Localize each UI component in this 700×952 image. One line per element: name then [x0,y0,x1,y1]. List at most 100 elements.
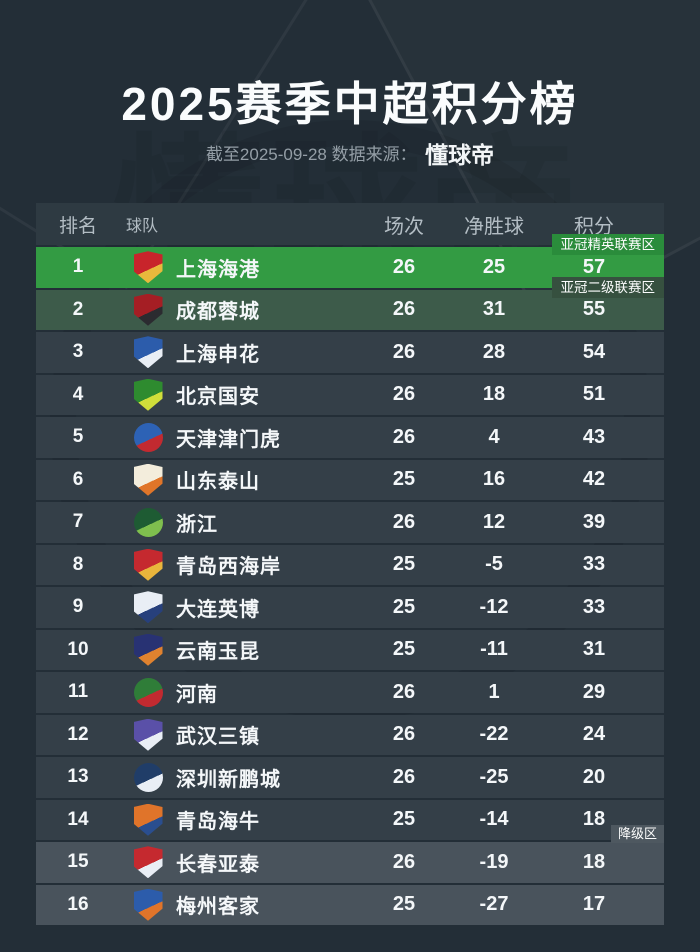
goal-diff-cell: -12 [479,595,509,618]
points-cell: 33 [582,553,606,576]
rank-cell: 11 [67,681,89,703]
goal-diff-cell: -22 [479,723,509,746]
rank-cell: 4 [72,383,84,405]
zone-badge: 降级区 [610,825,664,843]
team-crest-icon [133,293,163,326]
goal-diff-cell: -11 [480,638,508,661]
subtitle: 截至2025-09-28 数据来源： 懂球帝 [0,140,700,170]
played-cell: 25 [392,638,416,661]
points-cell: 20 [582,765,606,788]
played-cell: 25 [392,553,416,576]
table-row: 3 上海申花 26 28 54 [36,332,664,373]
team-name: 上海申花 [176,343,260,366]
table-row: 13 深圳新鹏城 26 -25 20 [36,757,664,798]
header-points: 积分 [574,215,614,238]
team-crest-icon [133,762,163,792]
goal-diff-cell: 25 [482,255,506,278]
team-crest-icon [133,888,163,921]
team-name: 梅州客家 [176,896,260,919]
goal-diff-cell: 31 [482,298,506,321]
points-cell: 39 [582,510,606,533]
team-name: 浙江 [176,513,218,536]
played-cell: 26 [392,680,416,703]
played-cell: 26 [392,425,416,448]
points-cell: 17 [582,893,606,916]
rank-cell: 6 [72,468,84,490]
data-source-logo-text: 懂球帝 [425,142,495,168]
goal-diff-cell: -27 [479,893,509,916]
header-team: 球队 [126,218,159,235]
header-rank: 排名 [58,215,97,237]
team-name: 青岛海牛 [176,811,260,834]
rank-cell: 10 [67,638,89,660]
table-row: 4 北京国安 26 18 51 [36,374,664,415]
points-cell: 31 [582,638,606,661]
table-row: 亚冠精英联赛区 1 上海海港 26 25 57 [36,234,664,288]
rank-cell: 16 [67,893,89,915]
points-cell: 51 [582,383,606,406]
played-cell: 26 [392,255,416,278]
goal-diff-cell: -19 [479,850,509,873]
table-row: 7 浙江 26 12 39 [36,502,664,543]
rank-cell: 8 [72,553,84,575]
rank-cell: 12 [67,723,89,745]
goal-diff-cell: -14 [479,808,509,831]
goal-diff-cell: 12 [482,510,506,533]
header-goal-diff: 净胜球 [464,215,524,238]
goal-diff-cell: 16 [482,468,506,491]
table-row: 9 大连英博 25 -12 33 [36,587,664,628]
team-crest-icon [133,803,163,836]
team-name: 大连英博 [176,598,260,621]
header-played: 场次 [384,215,424,238]
played-cell: 25 [392,468,416,491]
played-cell: 26 [392,510,416,533]
played-cell: 26 [392,765,416,788]
team-crest-icon [133,507,163,537]
team-name: 成都蓉城 [176,301,260,324]
team-name: 深圳新鹏城 [176,768,281,791]
played-cell: 25 [392,808,416,831]
table-row: 6 山东泰山 25 16 42 [36,459,664,500]
points-cell: 18 [582,850,606,873]
team-name: 山东泰山 [176,471,260,494]
team-crest-icon [133,633,163,666]
rank-cell: 15 [67,851,89,873]
team-crest-icon [133,251,163,284]
zone-badge: 亚冠二级联赛区 [551,276,664,298]
table-row: 10 云南玉昆 25 -11 31 [36,629,664,670]
team-crest-icon [133,463,163,496]
team-name: 上海海港 [176,258,260,281]
rank-cell: 3 [72,341,84,363]
goal-diff-cell: 18 [482,383,506,406]
team-name: 天津津门虎 [176,428,281,451]
team-name: 长春亚泰 [176,853,260,876]
played-cell: 26 [392,383,416,406]
table-row: 亚冠二级联赛区 2 成都蓉城 26 31 55 [36,276,664,330]
points-cell: 43 [582,425,606,448]
table-row: 14 青岛海牛 25 -14 18 [36,799,664,840]
team-crest-icon [133,677,163,707]
played-cell: 26 [392,850,416,873]
team-crest-icon [133,548,163,581]
team-crest-icon [133,336,163,369]
points-cell: 42 [582,468,606,491]
rank-cell: 5 [72,426,84,448]
played-cell: 26 [392,298,416,321]
table-row: 12 武汉三镇 26 -22 24 [36,714,664,755]
team-crest-icon [133,591,163,624]
rank-cell: 1 [72,256,84,278]
rank-cell: 7 [72,511,84,533]
played-cell: 26 [392,723,416,746]
goal-diff-cell: 4 [488,425,500,448]
team-crest-icon [133,846,163,879]
table-row: 11 河南 26 1 29 [36,672,664,713]
team-name: 青岛西海岸 [176,556,281,579]
page-title: 2025赛季中超积分榜 [121,78,579,130]
goal-diff-cell: -5 [485,553,503,576]
rank-cell: 9 [72,596,84,618]
table-row: 8 青岛西海岸 25 -5 33 [36,544,664,585]
points-cell: 18 [582,808,606,831]
team-name: 武汉三镇 [176,726,260,749]
subtitle-asof-source-label: 截至2025-09-28 数据来源： [205,145,417,164]
team-name: 云南玉昆 [176,641,260,664]
